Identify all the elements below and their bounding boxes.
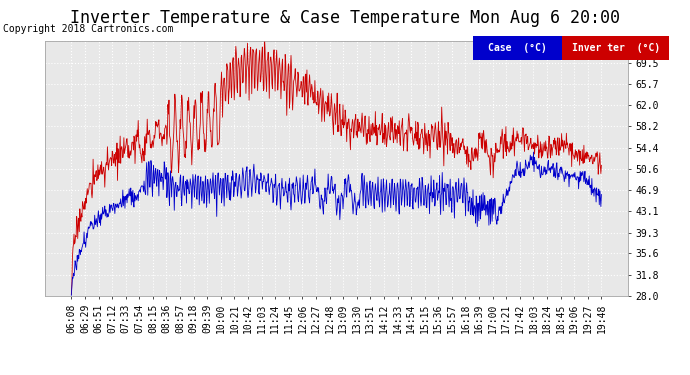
Text: Inver ter  (°C): Inver ter (°C) — [572, 43, 660, 53]
Text: Case  (°C): Case (°C) — [488, 43, 547, 53]
Text: Inverter Temperature & Case Temperature Mon Aug 6 20:00: Inverter Temperature & Case Temperature … — [70, 9, 620, 27]
Text: Copyright 2018 Cartronics.com: Copyright 2018 Cartronics.com — [3, 24, 174, 34]
